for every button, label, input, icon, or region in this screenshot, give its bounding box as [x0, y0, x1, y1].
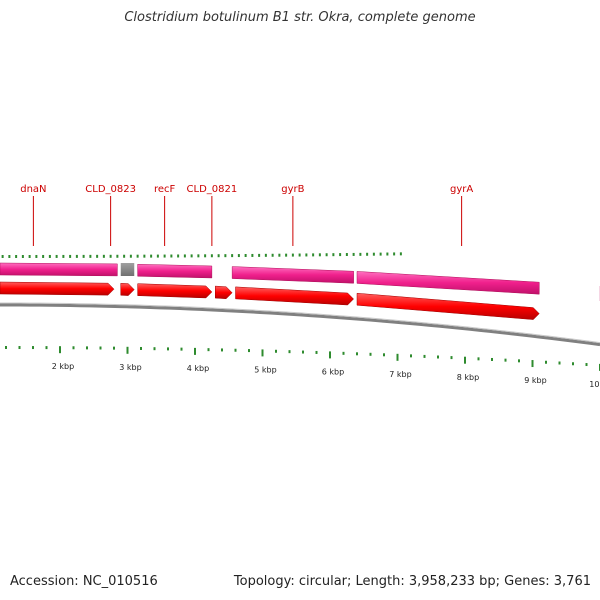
- gap-feature: [120, 263, 135, 276]
- scale-label: 2 kbp: [52, 362, 74, 371]
- backbone-highlight: [0, 302, 600, 344]
- gene-feature: [137, 263, 213, 279]
- genome-summary: Topology: circular; Length: 3,958,233 bp…: [233, 574, 591, 589]
- gene-label: CLD_0821: [187, 184, 238, 195]
- scale-label: 3 kbp: [119, 363, 141, 372]
- gene-label: dnaN: [20, 184, 46, 195]
- gene-label: recF: [154, 184, 176, 195]
- scale-label: 4 kbp: [187, 364, 209, 373]
- backbone-arc: [0, 303, 600, 347]
- cds-arrow: [0, 281, 115, 296]
- cds-arrow: [215, 285, 233, 299]
- cds-arrow: [137, 283, 213, 299]
- gene-label: gyrB: [281, 184, 304, 195]
- cds-arrow: [356, 292, 540, 320]
- accession-label: Accession: NC_010516: [10, 574, 158, 589]
- gene-label: CLD_0823: [85, 184, 136, 195]
- page-title: Clostridium botulinum B1 str. Okra, comp…: [124, 10, 476, 25]
- scale-label: 7 kbp: [389, 370, 411, 379]
- gene-feature: [0, 262, 118, 277]
- scale-label: 10 kbp: [589, 380, 600, 389]
- cds-arrow: [235, 286, 354, 306]
- gene-feature: [231, 266, 354, 284]
- scale-label: 8 kbp: [457, 373, 479, 382]
- gene-label: gyrA: [450, 184, 473, 195]
- scale-label: 6 kbp: [322, 367, 344, 376]
- scale-label: 9 kbp: [524, 376, 546, 385]
- gene-feature: [356, 271, 540, 295]
- cds-arrow: [120, 283, 135, 296]
- scale-label: 5 kbp: [254, 365, 276, 374]
